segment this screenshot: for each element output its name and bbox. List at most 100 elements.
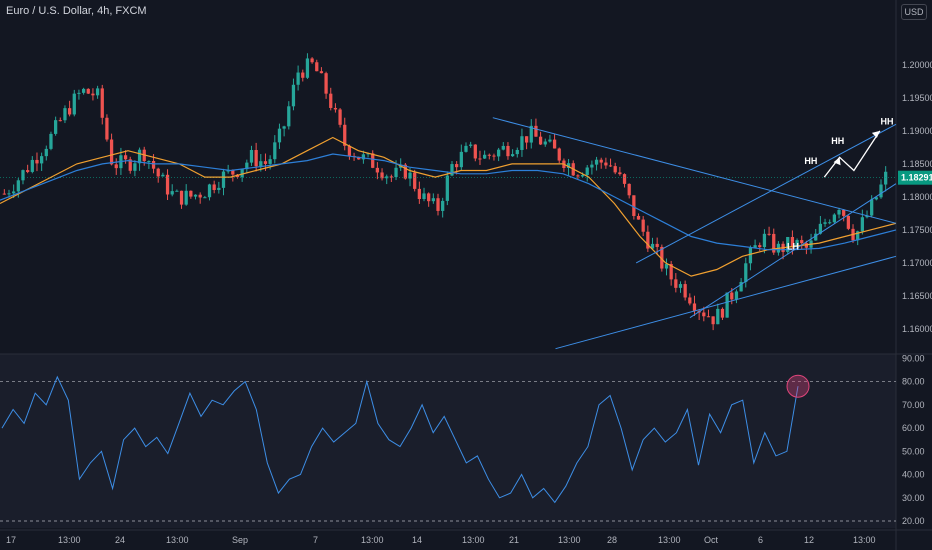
candle-body (427, 193, 431, 202)
candle-body (674, 279, 678, 288)
time-tick-label: 13:00 (166, 535, 189, 545)
rsi-tick-label: 20.00 (902, 516, 925, 526)
candle-body (245, 162, 249, 170)
annotations: HH HH HH LH (787, 116, 894, 251)
candle-body (193, 194, 198, 197)
candle-body (823, 222, 827, 224)
currency-button[interactable]: USD (901, 4, 927, 20)
candle-body (49, 133, 53, 149)
candle-body (804, 243, 809, 248)
candle-body (739, 281, 743, 292)
candle-body (273, 142, 277, 160)
candle-body (716, 308, 720, 325)
candle-body (748, 247, 753, 264)
candle-body (608, 165, 613, 167)
candle-body (333, 107, 338, 110)
candle-body (109, 139, 114, 165)
candle-body (501, 145, 505, 150)
candle-body (767, 233, 771, 235)
candle-body (301, 72, 305, 78)
candle-body (156, 168, 160, 177)
candle-body (469, 144, 473, 146)
candle-body (552, 139, 557, 149)
candle-body (734, 291, 739, 300)
candle-body (622, 174, 627, 184)
candle-body (315, 62, 319, 72)
candle-body (58, 120, 62, 122)
candle-body (510, 154, 515, 157)
candle-body (879, 184, 883, 198)
candle-body (263, 161, 268, 164)
annotation-label: LH (787, 242, 799, 252)
rsi-pane: 90.00 80.00 70.00 60.00 50.00 40.00 30.00 20.00 (0, 353, 925, 526)
candle-body (627, 183, 631, 196)
candle-body (870, 199, 874, 216)
candle-body (394, 167, 398, 178)
candle-body (604, 162, 608, 166)
candle-body (725, 292, 729, 318)
candle-body (431, 198, 435, 202)
ma-fast-path (0, 136, 897, 277)
price-tick-label: 1.19500 (902, 93, 932, 103)
candle-body (543, 141, 547, 145)
candle-body (268, 159, 272, 164)
candle-body (688, 297, 692, 304)
candle-body (846, 215, 850, 229)
candle-body (175, 190, 179, 192)
candle-body (585, 167, 589, 176)
candle-body (44, 148, 48, 157)
candle-body (189, 190, 193, 197)
candle-body (758, 245, 762, 248)
candle-body (16, 180, 20, 192)
ma-slow-line (0, 153, 897, 251)
rsi-tick-label: 50.00 (902, 446, 925, 456)
candle-body (221, 171, 226, 188)
candle-body (702, 312, 706, 317)
candle-body (413, 172, 417, 189)
candle-body (128, 159, 132, 171)
candle-body (198, 194, 202, 198)
rsi-tick-label: 40.00 (902, 470, 925, 480)
candle-body (329, 93, 333, 108)
candle-body (147, 161, 151, 163)
candle-body (800, 240, 804, 244)
candle-body (30, 159, 34, 172)
candle-body (534, 125, 538, 137)
candle-body (63, 108, 67, 121)
trendlines (492, 117, 897, 350)
candle-body (385, 176, 389, 179)
candle-body (720, 308, 725, 318)
current-price-label: 1.18291 (901, 173, 932, 183)
candle-body (641, 219, 645, 232)
candle-body (77, 92, 81, 94)
candle-body (492, 155, 496, 157)
candle-body (590, 164, 594, 168)
candle-body (660, 246, 664, 269)
rsi-tick-label: 30.00 (902, 493, 925, 503)
ma-fast-line (0, 136, 897, 277)
time-tick-label: 28 (607, 535, 617, 545)
candle-body (86, 88, 90, 94)
candle-body (650, 243, 655, 249)
candle-body (478, 158, 482, 160)
annotation-label: HH (881, 116, 894, 126)
candle-body (319, 71, 324, 74)
trendline-lower-channel (689, 183, 897, 319)
candle-body (529, 125, 533, 143)
candle-body (860, 217, 864, 232)
candle-body (856, 231, 860, 241)
candle-body (557, 148, 561, 161)
candle-body (151, 161, 156, 169)
candle-body (105, 117, 109, 140)
candle-body (874, 197, 878, 200)
projection-arrowhead (871, 130, 880, 138)
price-tick-label: 1.18500 (902, 159, 932, 169)
candle-body (389, 176, 394, 178)
candle-body (814, 233, 818, 241)
candle-body (594, 159, 599, 165)
candle-body (613, 166, 617, 173)
candle-body (184, 190, 188, 205)
time-tick-label: 6 (758, 535, 763, 545)
